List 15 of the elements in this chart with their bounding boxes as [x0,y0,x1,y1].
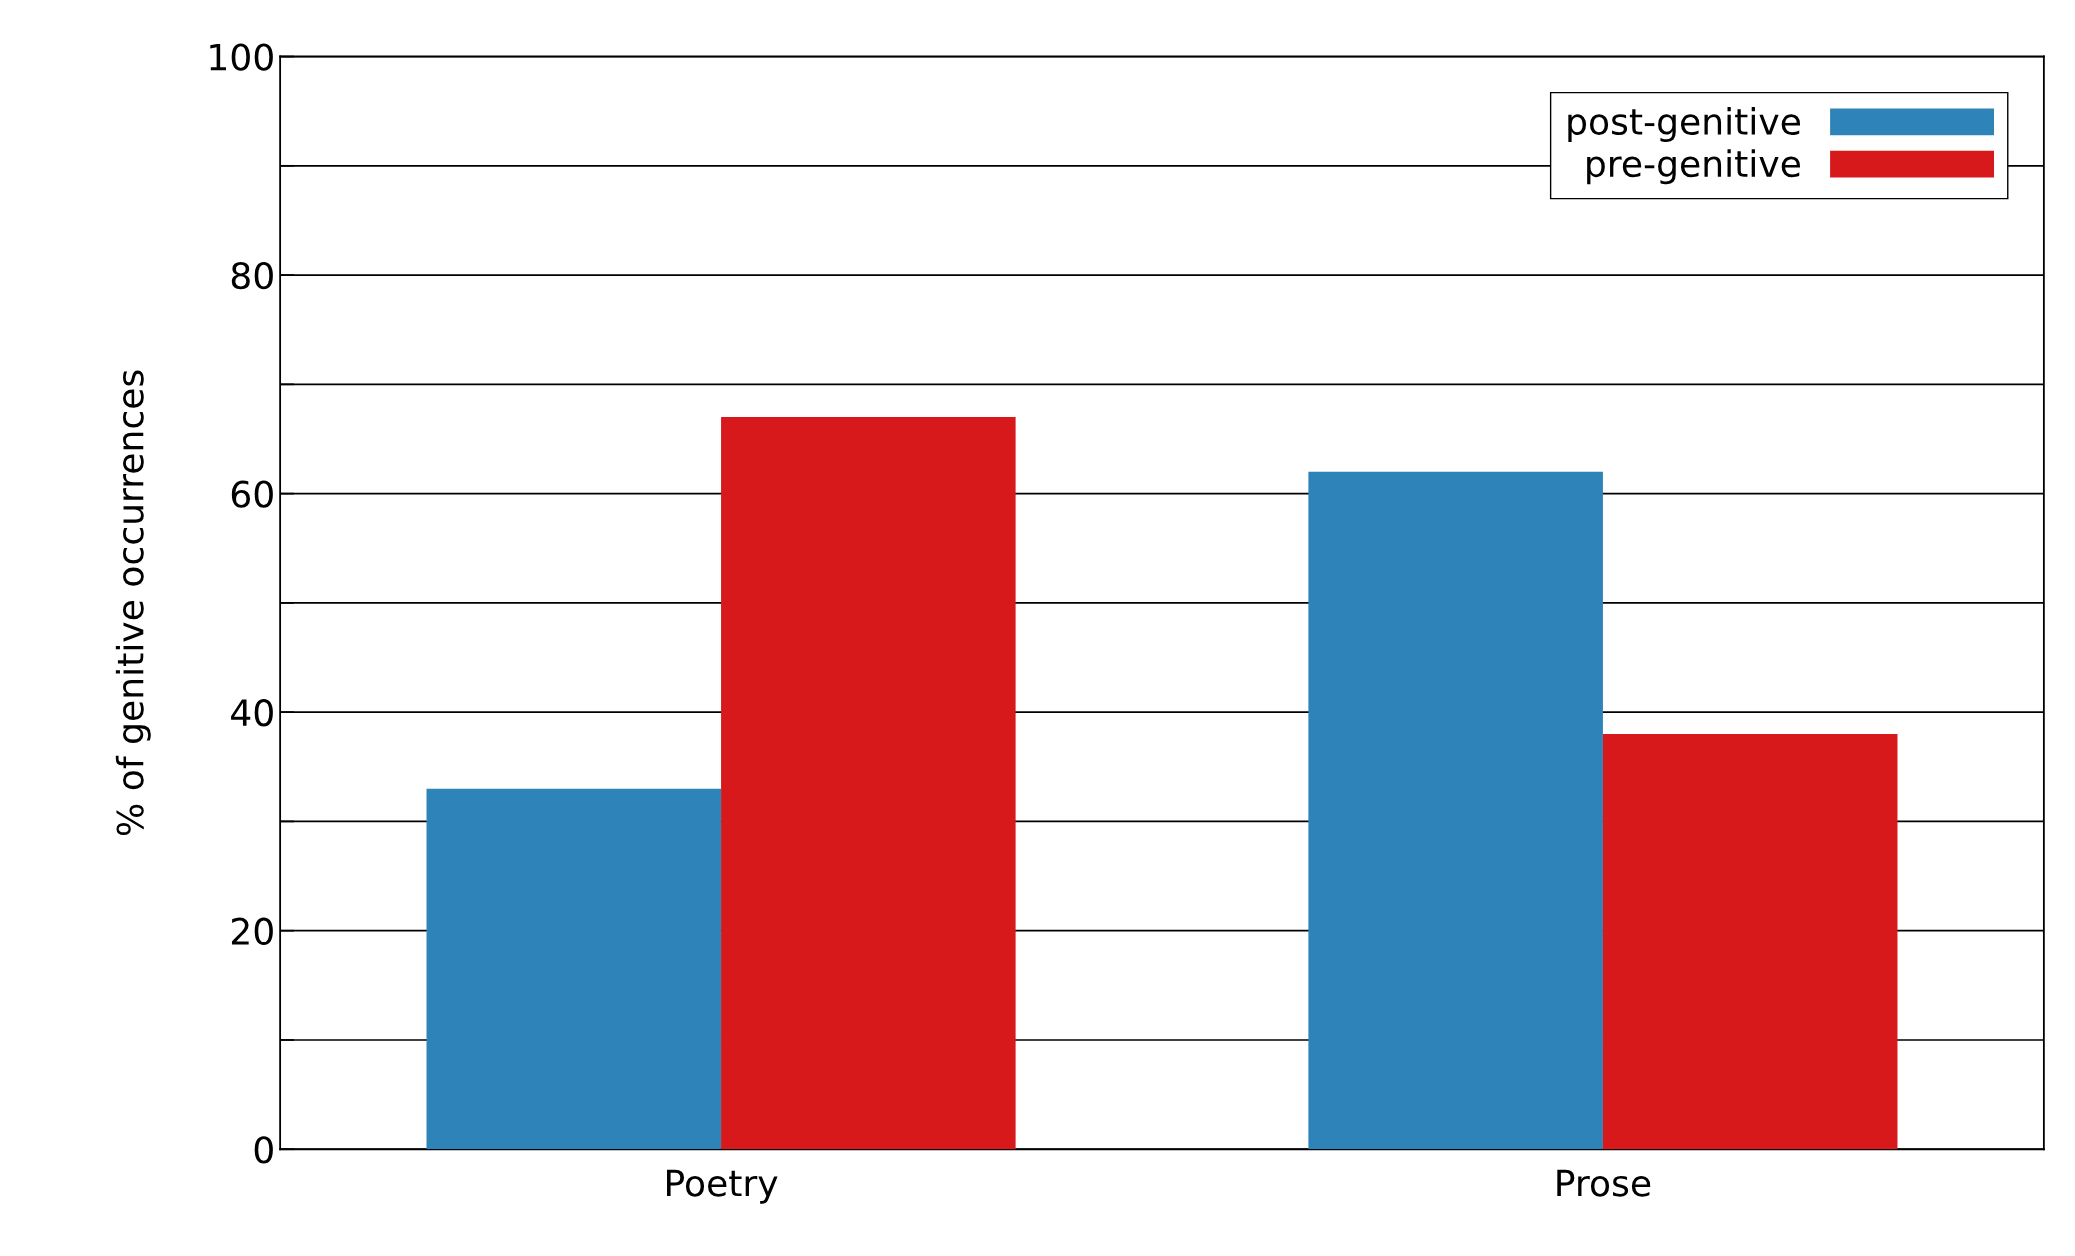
y-tick-label: 60 [231,480,273,508]
bar [1308,471,1603,1150]
x-tick-label: Poetry [667,1169,778,1204]
y-tick-label: 100 [210,43,273,71]
legend-label: post-genitive [1568,107,1800,143]
bar [1602,734,1898,1150]
y-tick-label: 0 [254,1136,273,1164]
legend-label: pre-genitive [1587,149,1800,185]
bar [426,788,722,1150]
y-tick-label: 80 [231,261,273,290]
y-tick-label: 40 [231,699,273,727]
y-axis-title: % of genitive occurrences [115,370,151,836]
bar [721,417,1016,1150]
x-tick-label: Prose [1557,1169,1651,1197]
y-tick-label: 20 [231,917,273,945]
